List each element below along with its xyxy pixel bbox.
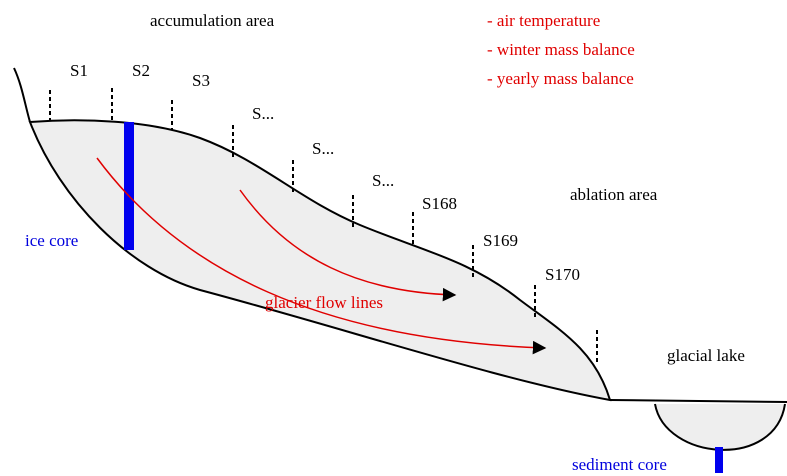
stake-label: S170 <box>545 265 580 284</box>
stake-label: S... <box>252 104 274 123</box>
lake-label: glacial lake <box>667 346 745 365</box>
lake <box>655 404 785 450</box>
sediment-core-label: sediment core <box>572 455 667 474</box>
diagram: accumulation area - air temperature - wi… <box>0 0 787 476</box>
stake-label: S169 <box>483 231 518 250</box>
ice-core <box>124 122 134 250</box>
ice-core-label: ice core <box>25 231 78 250</box>
measurement: - winter mass balance <box>487 40 635 59</box>
glacier <box>30 120 610 400</box>
ground <box>610 400 787 402</box>
stake-label: S3 <box>192 71 210 90</box>
sediment-core <box>715 447 723 473</box>
stake-label: S2 <box>132 61 150 80</box>
stake-label: S168 <box>422 194 457 213</box>
measurement: - yearly mass balance <box>487 69 634 88</box>
stake-label: S... <box>312 139 334 158</box>
measurement: - air temperature <box>487 11 600 30</box>
accumulation-label: accumulation area <box>150 11 275 30</box>
bedrock <box>14 68 30 122</box>
stake-label: S1 <box>70 61 88 80</box>
stake-label: S... <box>372 171 394 190</box>
flow-label: glacier flow lines <box>265 293 383 312</box>
ablation-label: ablation area <box>570 185 658 204</box>
